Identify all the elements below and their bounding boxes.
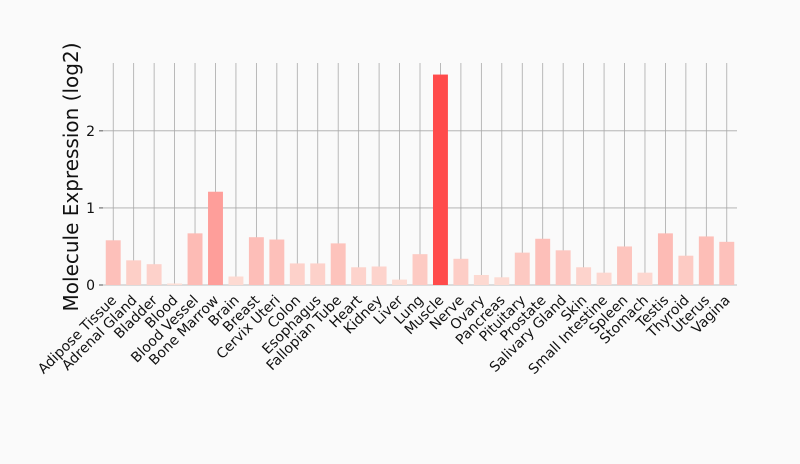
bar-testis	[657, 233, 673, 285]
bar-bladder	[146, 264, 162, 285]
bar-ovary	[473, 274, 489, 285]
bar-pancreas	[494, 277, 510, 285]
bar-salivary-gland	[555, 250, 571, 285]
bar-liver	[392, 279, 408, 285]
bar-skin	[576, 267, 592, 285]
y-tick-label: 2	[86, 124, 95, 140]
bar-nerve	[453, 258, 469, 285]
bar-cervix-uteri	[269, 239, 285, 285]
bar-colon	[289, 263, 305, 285]
bar-brain	[228, 276, 244, 285]
bar-spleen	[617, 246, 632, 285]
bar-uterus	[698, 236, 714, 285]
bar-blood-vessel	[187, 233, 203, 285]
bar-kidney	[371, 266, 387, 285]
bar-lung	[412, 254, 428, 285]
bar-stomach	[637, 272, 653, 285]
y-axis-title: Molecule Expression (log2)	[59, 43, 83, 312]
bar-vagina	[719, 241, 735, 285]
bar-pituitary	[514, 252, 530, 285]
bars	[105, 74, 735, 285]
bar-breast	[248, 237, 264, 285]
y-axis-ticks: 0 1 2	[86, 124, 103, 294]
bar-esophagus	[310, 263, 326, 285]
bar-prostate	[535, 238, 551, 285]
bar-small-intestine	[596, 272, 612, 285]
y-tick-label: 0	[86, 278, 95, 294]
bar-heart	[351, 267, 367, 285]
bar-blood	[167, 283, 183, 285]
bar-adipose-tissue	[105, 240, 121, 285]
y-tick-label: 1	[86, 201, 95, 217]
bar-adrenal-gland	[126, 260, 142, 285]
bar-bone-marrow	[208, 191, 223, 285]
bar-muscle	[432, 74, 448, 285]
bar-fallopian-tube	[330, 243, 346, 285]
bar-thyroid	[678, 255, 694, 285]
